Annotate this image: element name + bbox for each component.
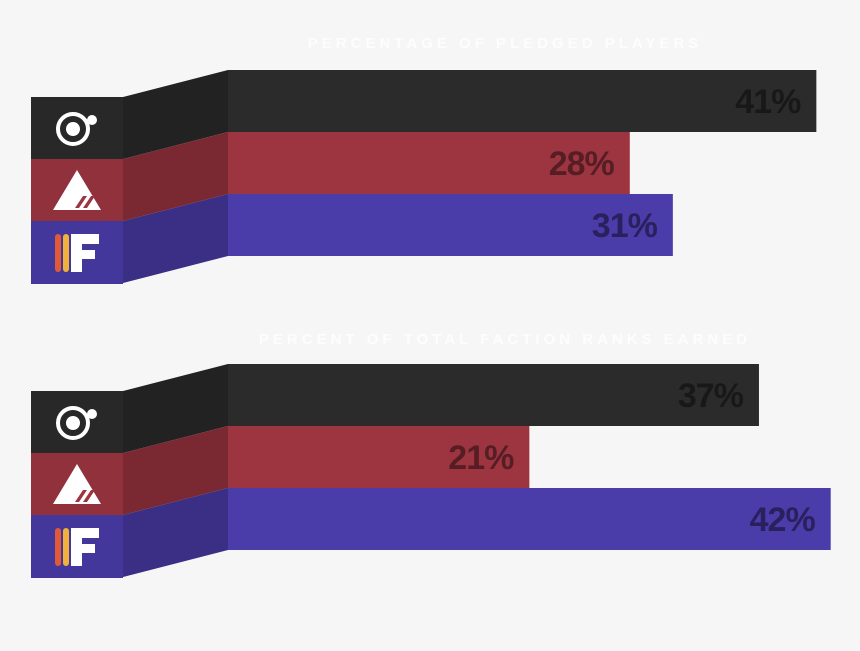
- icon: [83, 490, 95, 502]
- icon: [87, 409, 97, 419]
- icon: [55, 234, 61, 272]
- connector: [123, 70, 228, 159]
- value-label: 28%: [549, 145, 615, 183]
- icon: [66, 416, 80, 430]
- icon: [55, 528, 61, 566]
- bar: [228, 132, 630, 194]
- icon: [71, 528, 99, 566]
- value-label: 42%: [750, 501, 816, 539]
- icon: [63, 528, 69, 566]
- value-label: 37%: [678, 377, 744, 415]
- icon: [75, 196, 87, 208]
- icon: [71, 234, 99, 272]
- connector: [123, 426, 228, 515]
- bar: [228, 488, 831, 550]
- bar: [228, 194, 673, 256]
- icon: [87, 115, 97, 125]
- connector: [123, 364, 228, 453]
- icon: [66, 122, 80, 136]
- value-label: 31%: [592, 207, 658, 245]
- bar: [228, 426, 530, 488]
- icon: [83, 196, 95, 208]
- icon: [63, 234, 69, 272]
- connector: [123, 194, 228, 283]
- chart-title: PERCENT OF TOTAL FACTION RANKS EARNED: [259, 331, 751, 348]
- connector: [123, 132, 228, 221]
- value-label: 21%: [448, 439, 514, 477]
- connector: [123, 488, 228, 577]
- icon: [56, 112, 90, 146]
- icon: [75, 490, 87, 502]
- bar: [228, 70, 817, 132]
- value-label: 41%: [735, 83, 801, 121]
- bar: [228, 364, 759, 426]
- icon: [56, 406, 90, 440]
- chart-title: PERCENTAGE OF PLEDGED PLAYERS: [308, 35, 702, 52]
